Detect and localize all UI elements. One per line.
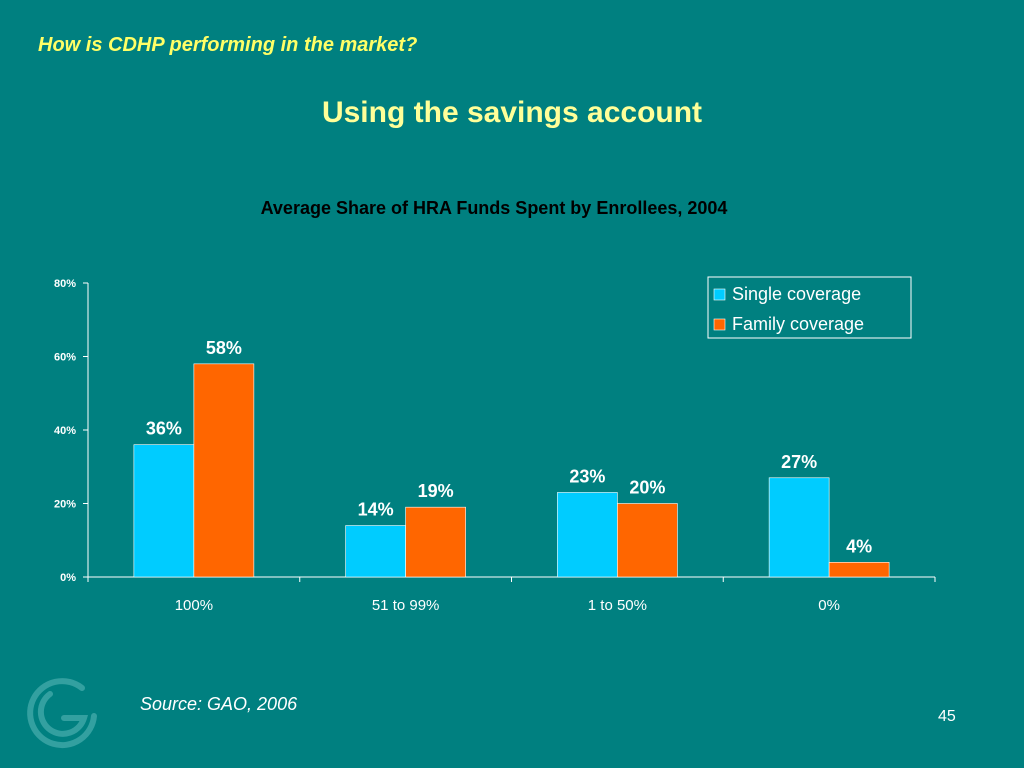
y-tick-label: 40%	[54, 425, 76, 437]
bar-single	[557, 492, 618, 578]
data-label: 19%	[418, 481, 454, 501]
slide-title: Using the savings account	[321, 96, 703, 129]
data-label: 14%	[358, 500, 394, 520]
slide-header-question: How is CDHP performing in the market?	[38, 34, 418, 56]
x-category-label: 51 to 99%	[372, 597, 440, 614]
source-note: Source: GAO, 2006	[140, 694, 298, 714]
legend-swatch	[713, 318, 726, 331]
x-category-label: 0%	[818, 597, 840, 614]
y-tick-label: 60%	[54, 352, 76, 364]
bar-single	[345, 525, 406, 578]
bar-single	[768, 477, 830, 578]
bar-family	[193, 363, 255, 578]
bar-family	[617, 503, 678, 578]
bar-family	[828, 561, 890, 578]
data-label: 4%	[846, 536, 872, 556]
chart-title: Average Share of HRA Funds Spent by Enro…	[260, 198, 728, 218]
company-logo-icon	[27, 678, 97, 749]
data-label: 20%	[629, 478, 665, 498]
legend-label: Family coverage	[732, 314, 864, 334]
bar-family	[405, 506, 466, 578]
y-tick-label: 20%	[54, 499, 76, 511]
y-tick-label: 0%	[60, 572, 76, 584]
legend-label: Single coverage	[732, 284, 861, 304]
y-tick-label: 80%	[54, 278, 76, 290]
data-label: 27%	[781, 452, 817, 472]
bar-single	[133, 444, 195, 578]
page-number: 45	[938, 708, 956, 725]
data-label: 23%	[569, 466, 605, 486]
x-category-label: 1 to 50%	[588, 597, 647, 614]
data-label: 36%	[146, 419, 182, 439]
data-label: 58%	[206, 338, 242, 358]
legend-box	[707, 276, 912, 339]
legend-swatch	[713, 288, 726, 301]
x-category-label: 100%	[175, 597, 213, 614]
